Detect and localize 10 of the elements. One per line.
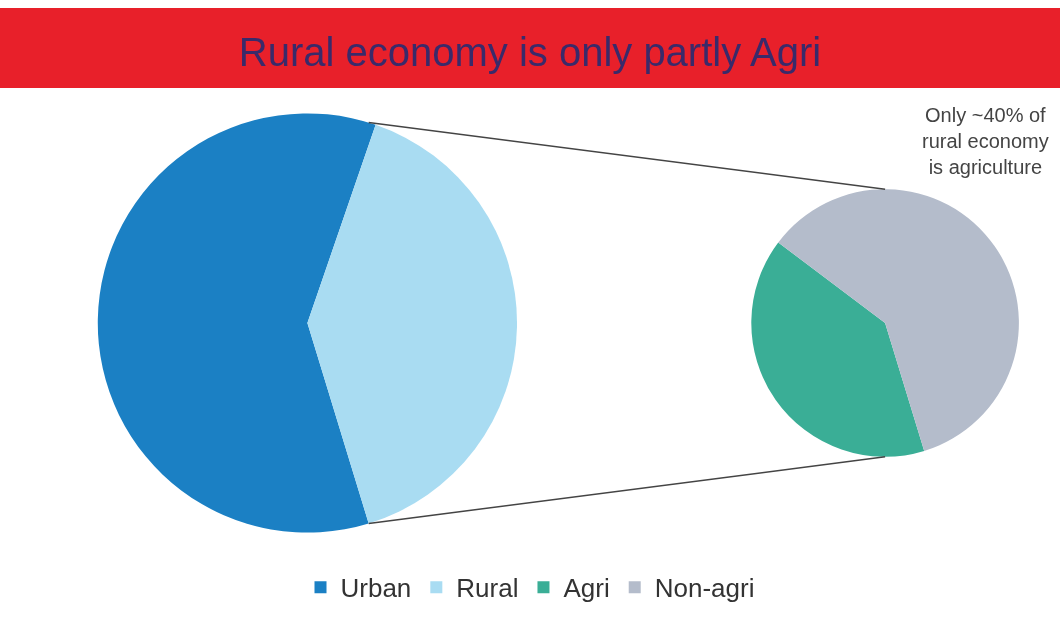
pie-slice xyxy=(778,189,1019,451)
legend-label: Non-agri xyxy=(654,573,755,604)
legend-label: Urban xyxy=(340,573,412,604)
pie-slice xyxy=(98,113,376,533)
text: Only ~40% of rural economy is agriculture xyxy=(922,104,1049,178)
legend-label: Rural xyxy=(456,573,519,604)
legend-label: Agri xyxy=(563,573,610,604)
pie-slice xyxy=(751,242,925,457)
pie-slice xyxy=(307,124,517,524)
chart-title: Rural economy is only partly Agri xyxy=(238,30,822,74)
